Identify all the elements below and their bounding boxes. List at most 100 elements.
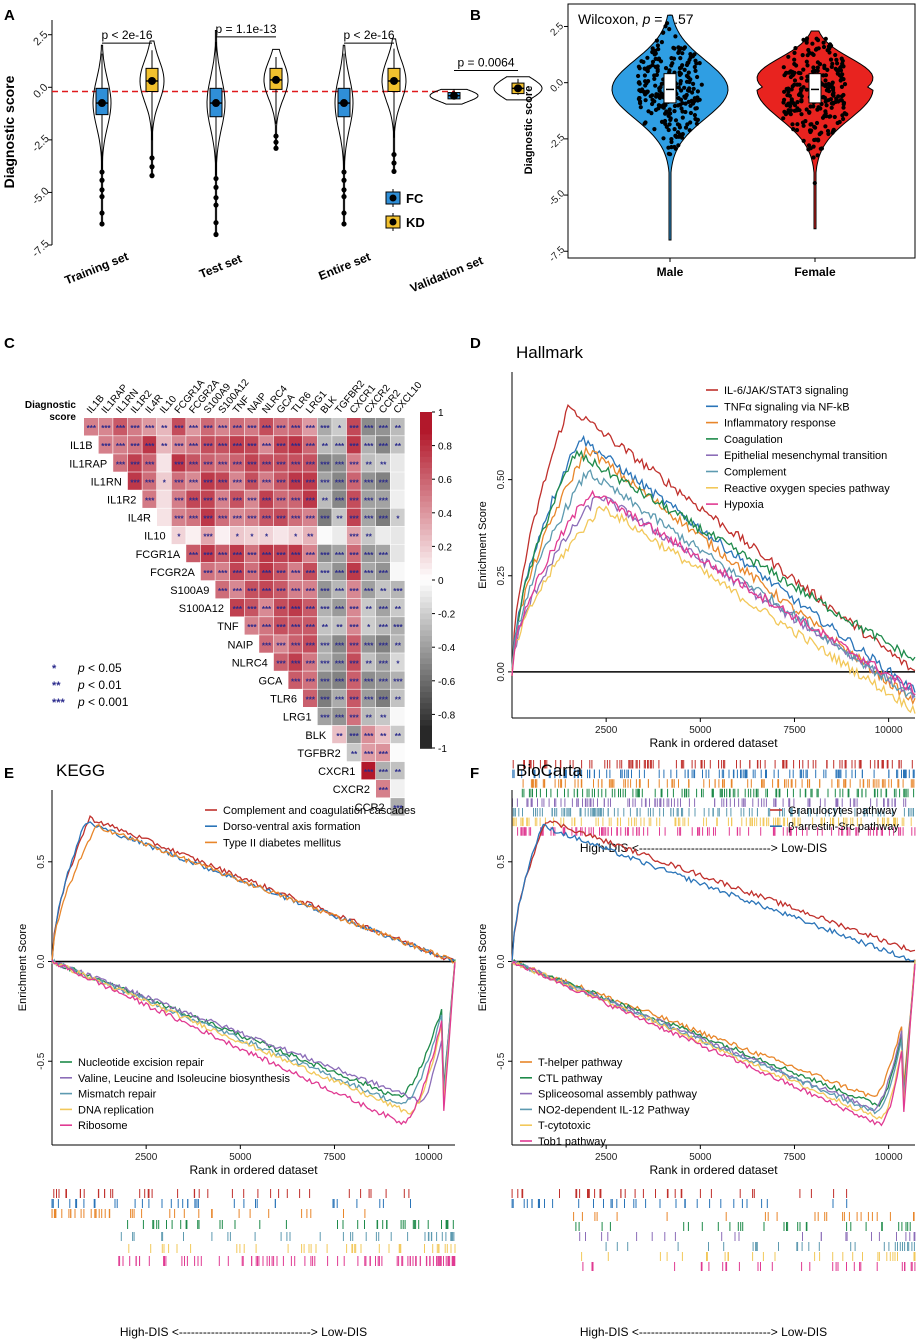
significance-stars-c: **	[395, 605, 402, 614]
significance-stars-c: ***	[276, 659, 286, 668]
data-point-b	[829, 64, 834, 69]
heatmap-cell-c	[317, 508, 332, 526]
pvalue-a: p < 2e-16	[101, 28, 152, 42]
heatmap-cell-c	[346, 418, 361, 436]
significance-stars-c: **	[395, 696, 402, 705]
heatmap-cell-c	[273, 544, 288, 563]
significance-stars-c: ***	[262, 478, 272, 487]
legend-label-f: Spliceosomal assembly pathway	[538, 1089, 697, 1101]
significance-stars-c: ***	[145, 478, 155, 487]
data-point-b	[837, 73, 842, 78]
significance-stars-c: **	[161, 442, 168, 451]
mean-point-a	[98, 99, 106, 108]
significance-stars-c: ***	[364, 515, 374, 524]
data-point-b	[693, 58, 698, 63]
data-point-b	[688, 77, 693, 82]
colorbar-segment-c	[420, 720, 432, 727]
heatmap-cell-c	[376, 653, 390, 671]
significance-stars-c: ***	[320, 515, 330, 524]
plot-frame-b	[567, 3, 916, 259]
significance-stars-c: ***	[218, 460, 228, 469]
data-point-b	[680, 51, 685, 56]
heatmap-cell-c	[303, 472, 317, 490]
significance-stars-c: ***	[291, 424, 301, 433]
heatmap-cell-c	[376, 599, 390, 617]
significance-stars-c: ***	[306, 587, 316, 596]
significance-stars-c: ***	[247, 515, 257, 524]
category-label-b: Male	[657, 265, 684, 279]
heatmap-cell-c	[361, 454, 376, 472]
significance-stars-c: ***	[291, 442, 301, 451]
row-label-c: NLRC4	[232, 657, 268, 669]
data-point-b	[827, 114, 832, 119]
ylabel-f: Enrichment Score	[477, 924, 489, 1011]
heatmap-cell-c	[361, 725, 376, 744]
heatmap-cell-c	[332, 617, 347, 635]
significance-stars-c: *	[163, 478, 167, 487]
data-point-b	[669, 56, 674, 61]
data-point-b	[819, 130, 824, 135]
heatmap-cell-c	[390, 707, 405, 726]
data-point-b	[838, 78, 843, 83]
significance-stars-c: ***	[276, 623, 286, 632]
enrichment-curve-e	[51, 960, 456, 1104]
data-point-b	[642, 66, 647, 71]
data-point-b	[792, 57, 797, 62]
significance-stars-c: ***	[379, 750, 389, 759]
significance-stars-c: ***	[262, 496, 272, 505]
heatmap-cell-c	[200, 418, 215, 436]
heatmap-cell-c	[259, 544, 274, 563]
heatmap-cell-c	[390, 508, 405, 526]
heatmap-cell-c	[186, 526, 201, 545]
heatmap-cell-c	[244, 472, 259, 490]
heatmap-cell-c	[113, 436, 128, 454]
heatmap-cell-c	[288, 472, 303, 490]
colorbar-segment-c	[420, 624, 432, 632]
heatmap-cell-c	[244, 580, 259, 599]
significance-stars-c: ***	[174, 442, 184, 451]
significance-stars-c: ***	[233, 605, 243, 614]
significance-stars-c: ***	[379, 696, 389, 705]
title-b: Wilcoxon, p = 0.57	[578, 11, 694, 27]
heatmap-cell-c	[215, 436, 230, 454]
significance-stars-c: ***	[247, 569, 257, 578]
heatmap-cell-c	[215, 562, 230, 581]
data-point-b	[837, 119, 842, 125]
data-point-b	[692, 64, 697, 70]
heatmap-cell-c	[332, 418, 347, 436]
rank-direction-label-f: High-DIS <------------------------------…	[580, 1325, 827, 1339]
enrichment-curve-f	[511, 961, 916, 1120]
legend-label-f: Tob1 pathway	[538, 1136, 606, 1148]
colorbar-segment-c	[420, 563, 432, 570]
significance-stars-c: ***	[262, 551, 272, 560]
significance-stars-c: ***	[335, 678, 345, 687]
significance-stars-c: ***	[291, 478, 301, 487]
heatmap-cell-c	[273, 490, 288, 508]
data-point-b	[654, 93, 660, 98]
data-point-b	[693, 68, 698, 73]
data-point-b	[806, 143, 812, 148]
rank-direction-label-d: High-DIS <------------------------------…	[580, 841, 827, 855]
significance-stars-c: ***	[291, 569, 301, 578]
significance-stars-c: ***	[306, 460, 316, 469]
legend-label-e: Complement and coagulation cascades	[223, 805, 416, 817]
data-point-b	[824, 103, 829, 108]
significance-stars-c: ***	[247, 442, 257, 451]
xlabel-d: Rank in ordered dataset	[649, 736, 778, 750]
data-point-b	[667, 27, 672, 32]
significance-stars-c: **	[395, 732, 402, 741]
significance-stars-c: ***	[349, 551, 359, 560]
significance-stars-c: **	[351, 750, 358, 759]
heatmap-cell-c	[346, 617, 361, 635]
heatmap-cell-c	[376, 526, 390, 545]
heatmap-cell-c	[273, 472, 288, 490]
heatmap-cell-c	[244, 454, 259, 472]
significance-stars-c: ***	[174, 478, 184, 487]
legend-label-f: CTL pathway	[538, 1073, 603, 1085]
data-point-b	[826, 44, 832, 49]
heatmap-cell-c	[215, 472, 230, 490]
heatmap-cell-c	[390, 526, 405, 545]
colorbar-segment-c	[420, 552, 432, 559]
data-point-b	[812, 124, 817, 129]
data-point-b	[669, 145, 674, 150]
